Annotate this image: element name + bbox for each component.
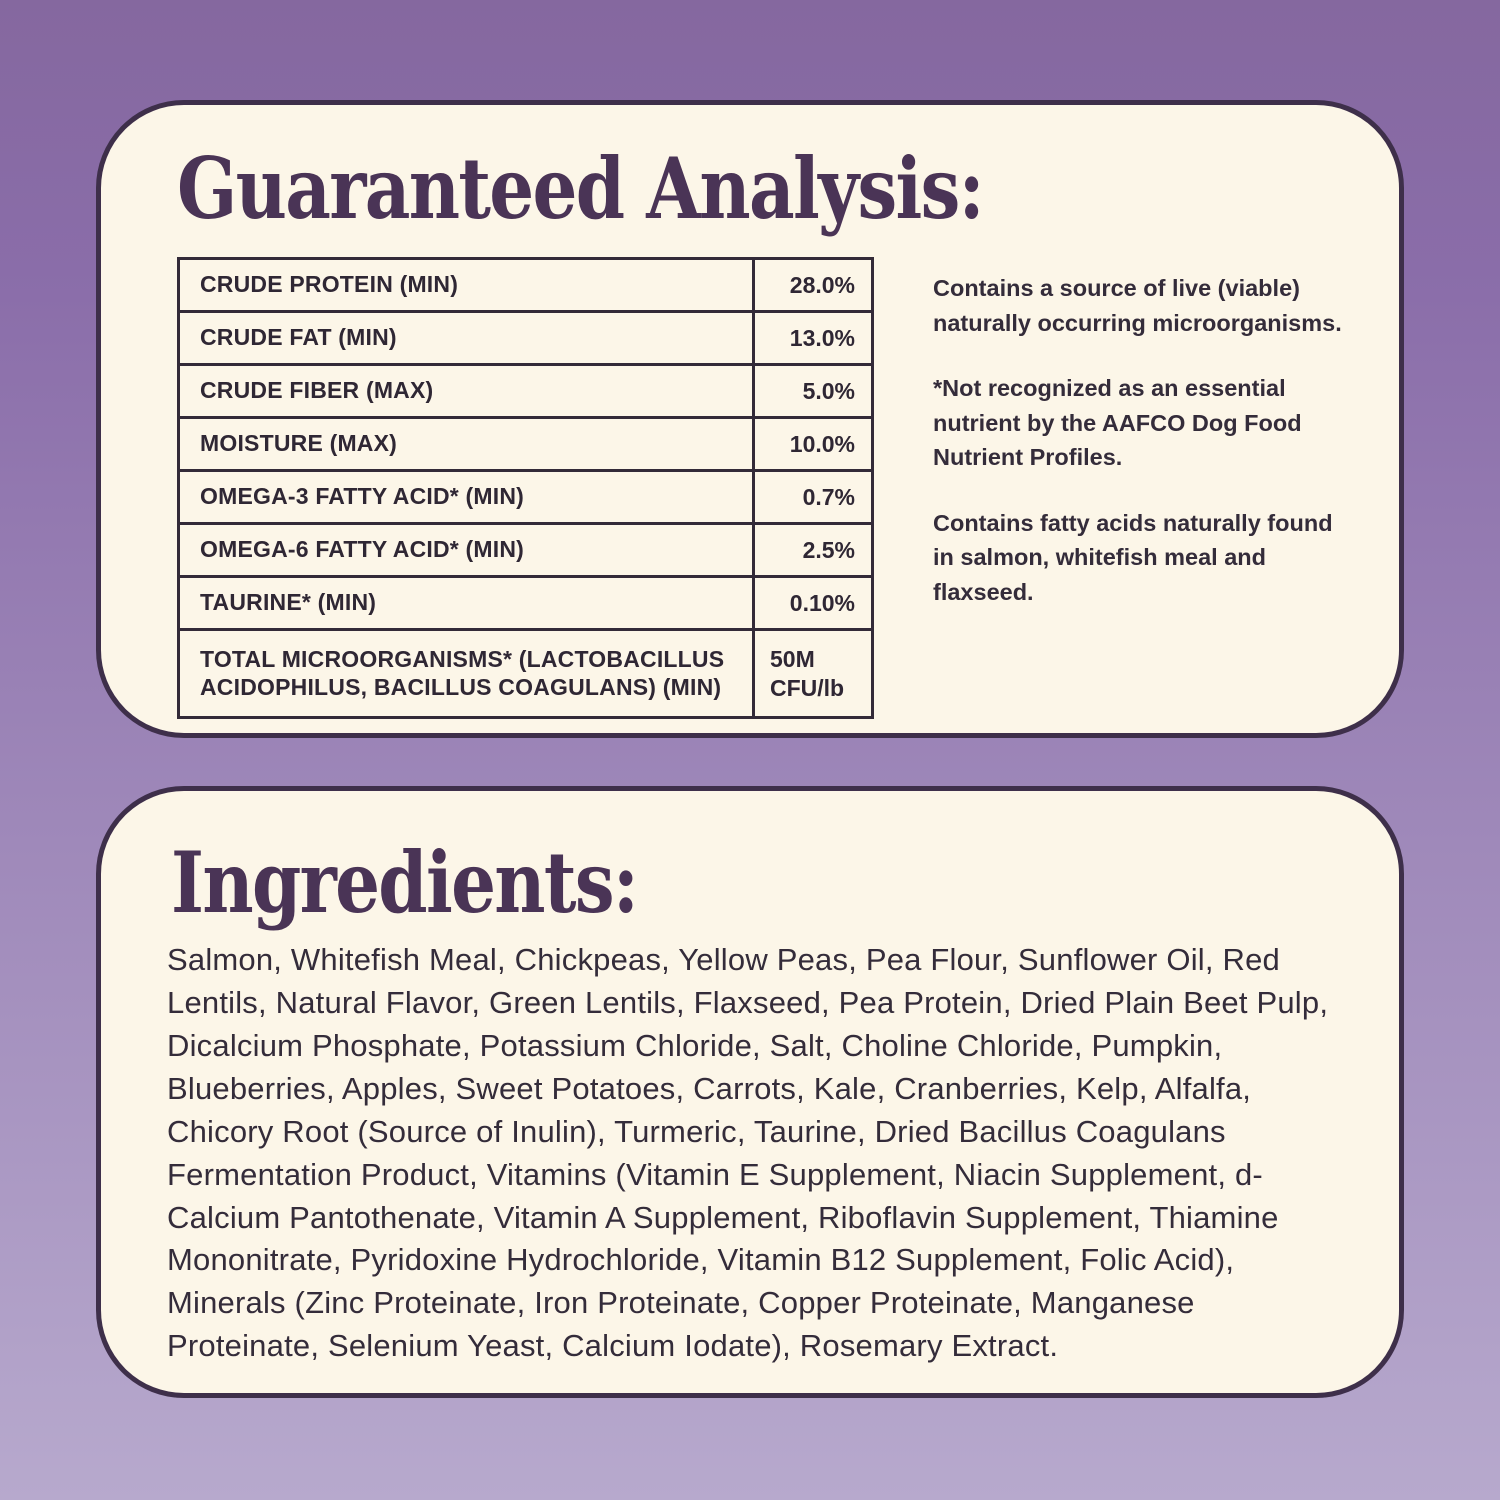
table-row: MOISTURE (MAX) 10.0% [180,419,871,472]
nutrient-value: 28.0% [789,271,855,298]
table-row: CRUDE FAT (MIN) 13.0% [180,313,871,366]
nutrient-value: 0.10% [789,589,855,616]
ingredients-title: Ingredients: [171,833,639,932]
guaranteed-analysis-table: CRUDE PROTEIN (MIN) 28.0% CRUDE FAT (MIN… [177,257,874,719]
ingredients-list: Salmon, Whitefish Meal, Chickpeas, Yello… [167,942,1329,1364]
note-microorganisms: Contains a source of live (viable) natur… [933,275,1342,336]
nutrient-label: TOTAL MICROORGANISMS* (LACTOBACILLUS ACI… [180,631,755,716]
table-row: TOTAL MICROORGANISMS* (LACTOBACILLUS ACI… [180,631,871,716]
nutrient-label: CRUDE FIBER (MAX) [180,366,755,416]
nutrient-label: OMEGA-6 FATTY ACID* (MIN) [180,525,755,575]
nutrient-label: OMEGA-3 FATTY ACID* (MIN) [180,472,755,522]
guaranteed-analysis-card: Guaranteed Analysis: CRUDE PROTEIN (MIN)… [96,100,1404,738]
nutrient-value: 10.0% [789,430,855,457]
nutrient-value: 2.5% [802,536,855,563]
note-fatty-acids: Contains fatty acids naturally found in … [933,509,1333,605]
nutrient-value: 50M CFU/lb [770,645,845,701]
nutrient-label: CRUDE PROTEIN (MIN) [180,260,755,310]
table-row: CRUDE PROTEIN (MIN) 28.0% [180,260,871,313]
table-row: CRUDE FIBER (MAX) 5.0% [180,366,871,419]
nutrient-label: MOISTURE (MAX) [180,419,755,469]
nutrient-label: CRUDE FAT (MIN) [180,313,755,363]
ingredients-card: Ingredients: Salmon, Whitefish Meal, Chi… [96,786,1404,1398]
nutrient-label: TAURINE* (MIN) [180,578,755,628]
analysis-notes: Contains a source of live (viable) natur… [933,271,1343,640]
nutrient-value: 5.0% [802,377,855,404]
note-aafco: *Not recognized as an essential nutrient… [933,375,1302,471]
table-row: OMEGA-6 FATTY ACID* (MIN) 2.5% [180,525,871,578]
table-row: TAURINE* (MIN) 0.10% [180,578,871,631]
nutrient-value: 13.0% [789,324,855,351]
table-row: OMEGA-3 FATTY ACID* (MIN) 0.7% [180,472,871,525]
guaranteed-analysis-title: Guaranteed Analysis: [177,139,985,238]
nutrient-value: 0.7% [802,483,855,510]
